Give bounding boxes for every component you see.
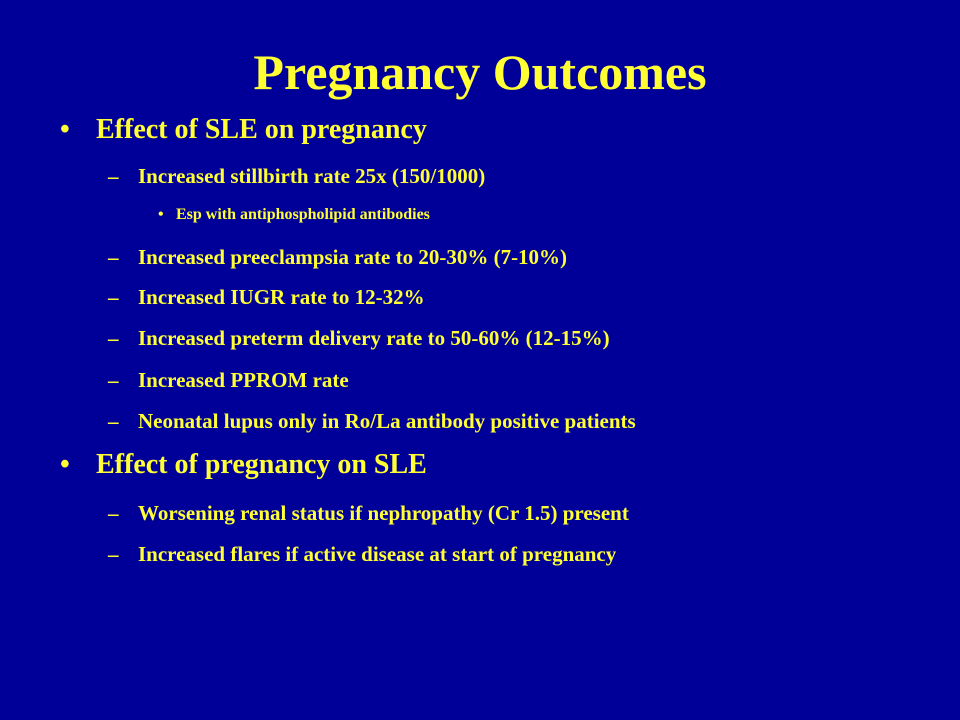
section-heading-sle-effect: • Effect of SLE on pregnancy [60,114,920,146]
list-item-iugr: – Increased IUGR rate to 12-32% [108,284,928,310]
slide-title: Pregnancy Outcomes [253,44,707,100]
dash-marker: – [108,245,119,269]
list-item-text: Increased preeclampsia rate to 20-30% (7… [138,245,568,269]
dash-marker: – [108,409,119,433]
list-item-preterm: – Increased preterm delivery rate to 50-… [108,325,928,351]
dash-marker: – [108,368,119,392]
dash-marker: – [108,501,119,525]
list-item-text: Increased stillbirth rate 25x (150/1000) [138,164,486,188]
list-item-text: Increased IUGR rate to 12-32% [138,285,425,309]
dash-marker: – [108,542,119,566]
dash-marker: – [108,164,119,188]
list-item-flares: – Increased flares if active disease at … [108,541,928,567]
section-heading-text: Effect of SLE on pregnancy [96,114,427,145]
bullet-marker: • [158,206,164,223]
list-item-neonatal-lupus: – Neonatal lupus only in Ro/La antibody … [108,408,928,434]
list-item-text: Increased flares if active disease at st… [138,542,617,566]
list-item-text: Worsening renal status if nephropathy (C… [138,501,629,525]
dash-marker: – [108,326,119,350]
sub-item-antiphospholipid: • Esp with antiphospholipid antibodies [158,205,918,225]
dash-marker: – [108,285,119,309]
list-item-preeclampsia: – Increased preeclampsia rate to 20-30% … [108,244,928,270]
sub-item-text: Esp with antiphospholipid antibodies [176,206,430,223]
list-item-text: Neonatal lupus only in Ro/La antibody po… [138,409,636,433]
bullet-marker: • [60,114,70,145]
section-heading-pregnancy-effect: • Effect of pregnancy on SLE [60,449,920,481]
section-heading-text: Effect of pregnancy on SLE [96,449,427,480]
bullet-marker: • [60,449,70,480]
list-item-renal-status: – Worsening renal status if nephropathy … [108,500,928,526]
list-item-stillbirth: – Increased stillbirth rate 25x (150/100… [108,163,928,189]
list-item-text: Increased PPROM rate [138,368,349,392]
list-item-pprom: – Increased PPROM rate [108,367,928,393]
list-item-text: Increased preterm delivery rate to 50-60… [138,326,610,350]
